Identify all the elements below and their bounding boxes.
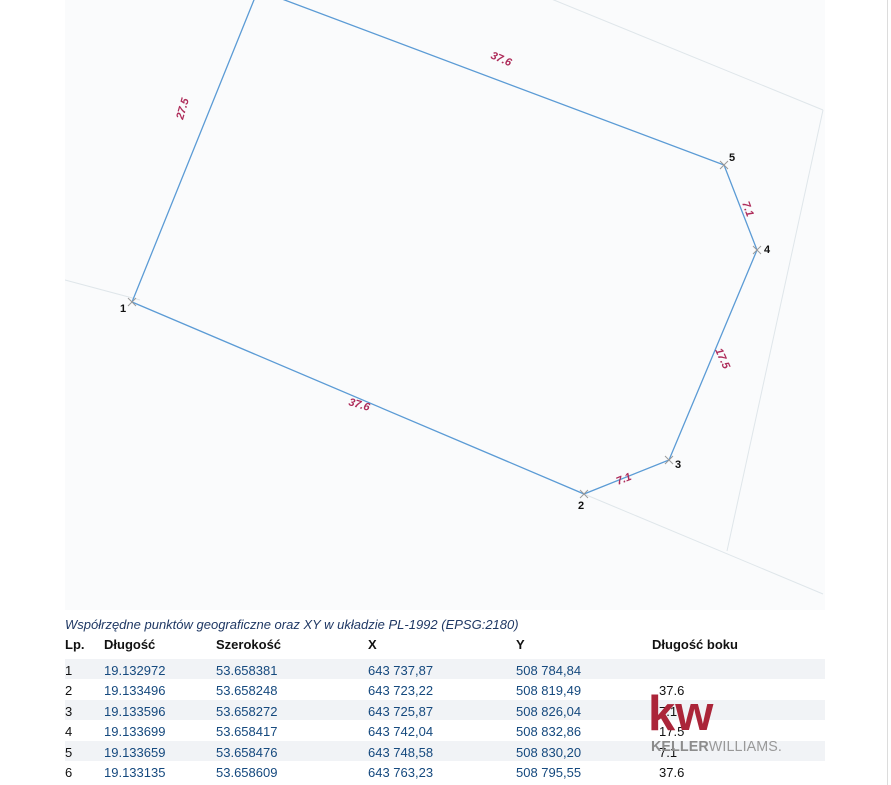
svg-text:kw: kw (651, 690, 714, 741)
svg-text:5: 5 (729, 152, 735, 164)
svg-text:7.1: 7.1 (615, 471, 634, 488)
svg-text:4: 4 (764, 244, 771, 256)
svg-text:17.5: 17.5 (712, 346, 732, 371)
svg-text:37.6: 37.6 (489, 50, 514, 70)
svg-text:1: 1 (120, 303, 126, 315)
svg-text:2: 2 (578, 500, 584, 512)
svg-text:27.5: 27.5 (174, 96, 192, 122)
svg-text:37.6: 37.6 (347, 396, 372, 414)
svg-text:3: 3 (675, 459, 681, 471)
svg-text:7.1: 7.1 (739, 200, 756, 218)
